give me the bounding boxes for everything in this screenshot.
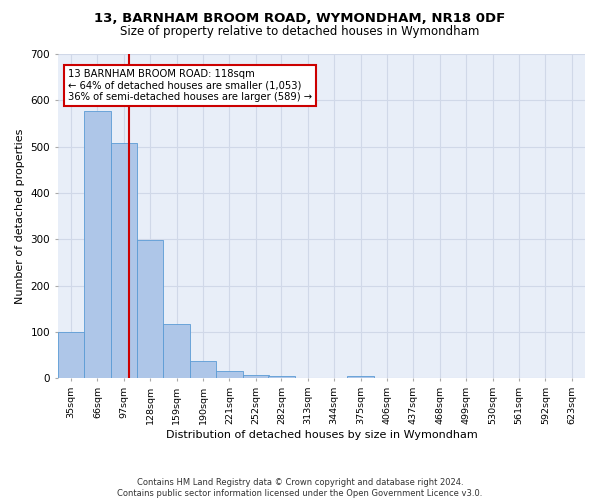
Bar	[242, 374, 269, 378]
X-axis label: Distribution of detached houses by size in Wymondham: Distribution of detached houses by size …	[166, 430, 477, 440]
Bar	[137, 240, 163, 378]
Text: Contains HM Land Registry data © Crown copyright and database right 2024.
Contai: Contains HM Land Registry data © Crown c…	[118, 478, 482, 498]
Bar	[216, 372, 242, 378]
Bar	[347, 376, 374, 378]
Bar	[110, 144, 137, 378]
Text: Size of property relative to detached houses in Wymondham: Size of property relative to detached ho…	[121, 25, 479, 38]
Bar	[268, 376, 295, 378]
Text: 13 BARNHAM BROOM ROAD: 118sqm
← 64% of detached houses are smaller (1,053)
36% o: 13 BARNHAM BROOM ROAD: 118sqm ← 64% of d…	[68, 68, 313, 102]
Bar	[163, 324, 190, 378]
Bar	[84, 110, 110, 378]
Bar	[190, 361, 216, 378]
Text: 13, BARNHAM BROOM ROAD, WYMONDHAM, NR18 0DF: 13, BARNHAM BROOM ROAD, WYMONDHAM, NR18 …	[94, 12, 506, 26]
Y-axis label: Number of detached properties: Number of detached properties	[15, 128, 25, 304]
Bar	[58, 332, 84, 378]
